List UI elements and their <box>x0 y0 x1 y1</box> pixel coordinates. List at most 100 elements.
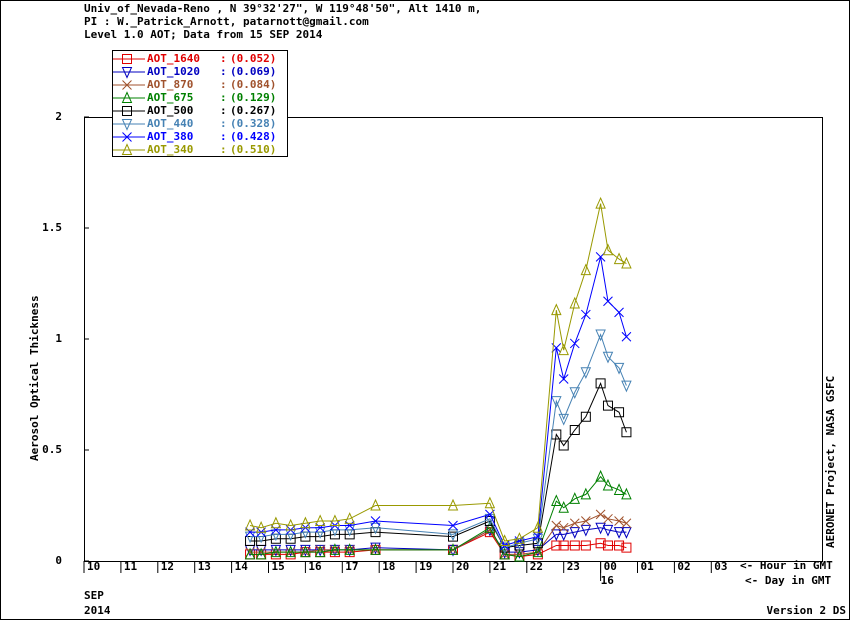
marker <box>613 362 625 375</box>
legend-value: (0.328) <box>230 117 276 130</box>
marker <box>558 501 569 513</box>
marker <box>602 243 614 256</box>
x-tick-label: 19 <box>419 560 432 573</box>
y-axis-label: Aerosol Optical Thickness <box>28 295 41 461</box>
marker <box>255 547 267 560</box>
month-label: SEP <box>84 589 104 602</box>
year-label: 2014 <box>84 604 111 617</box>
y-tick-label: 0.5 <box>42 443 62 456</box>
legend-sep: : <box>220 117 227 130</box>
marker <box>595 522 606 535</box>
series-line <box>250 256 627 547</box>
series-line <box>249 203 627 542</box>
marker <box>370 522 381 535</box>
marker <box>484 520 496 533</box>
marker <box>551 520 562 531</box>
marker <box>603 513 613 524</box>
series-line <box>250 531 627 558</box>
marker <box>514 532 525 544</box>
marker <box>621 518 632 529</box>
version-label: Version 2 DS <box>767 604 846 617</box>
marker <box>621 331 632 342</box>
marker <box>300 545 311 558</box>
marker <box>271 525 281 535</box>
marker <box>533 531 543 542</box>
marker <box>532 520 544 533</box>
legend-value: (0.428) <box>230 130 276 143</box>
legend-sep: : <box>220 65 227 78</box>
legend-name: AOT_675 <box>147 91 193 104</box>
header-line: Univ_of_Nevada-Reno , N 39°32'27", W 119… <box>84 2 481 15</box>
series-line <box>250 475 627 558</box>
marker <box>447 498 459 511</box>
legend-name: AOT_1020 <box>147 65 200 78</box>
x-tick-label: 23 <box>567 560 580 573</box>
marker <box>558 529 569 542</box>
marker <box>344 512 355 524</box>
marker <box>614 516 624 526</box>
marker <box>121 67 133 79</box>
marker <box>558 374 569 384</box>
plot-frame <box>84 117 823 562</box>
marker <box>580 263 592 276</box>
marker <box>300 516 311 529</box>
marker <box>621 256 632 269</box>
marker <box>569 338 580 349</box>
marker <box>122 80 132 90</box>
marker <box>448 520 458 531</box>
legend-name: AOT_1640 <box>147 52 200 65</box>
marker <box>613 527 625 539</box>
marker <box>285 545 296 558</box>
marker <box>370 516 381 526</box>
right-label: AERONET Project, NASA GSFC <box>824 376 837 548</box>
legend-name: AOT_440 <box>147 117 193 130</box>
legend-value: (0.129) <box>230 91 276 104</box>
marker <box>603 296 613 307</box>
marker <box>314 545 326 558</box>
marker <box>551 529 562 542</box>
marker <box>621 487 632 500</box>
marker <box>558 440 569 451</box>
marker <box>614 307 624 318</box>
day-tick-label: 16 <box>601 574 615 587</box>
marker <box>122 54 132 64</box>
x-tick-label: 00 <box>604 560 617 573</box>
x-tick-label: 03 <box>714 560 727 573</box>
series-line <box>250 382 627 549</box>
marker <box>484 496 496 509</box>
legend-name: AOT_380 <box>147 130 193 143</box>
marker <box>551 494 562 507</box>
marker <box>614 407 625 418</box>
marker <box>580 516 591 526</box>
y-tick-label: 0 <box>55 554 62 567</box>
legend-entry: AOT_500: (0.267) <box>113 104 276 117</box>
legend-sep: : <box>220 91 227 104</box>
legend-sep: : <box>220 52 227 65</box>
x-tick-label: 10 <box>87 560 100 573</box>
legend-entry: AOT_870: (0.084) <box>113 78 276 91</box>
x-tick-label: 11 <box>124 560 138 573</box>
legend-entry: AOT_1020: (0.069) <box>113 65 276 79</box>
marker <box>270 516 282 529</box>
x-tick-label: 01 <box>641 560 655 573</box>
marker <box>569 518 580 529</box>
marker <box>122 106 132 116</box>
marker <box>370 543 381 555</box>
legend-name: AOT_340 <box>147 143 193 156</box>
marker <box>447 529 459 542</box>
marker <box>244 518 256 531</box>
marker <box>447 543 459 555</box>
legend-value: (0.267) <box>230 104 276 117</box>
marker <box>499 534 510 547</box>
marker <box>595 196 606 209</box>
x-tick-label: 17 <box>345 560 358 573</box>
hour-note: <- Hour in GMT <box>740 559 833 572</box>
legend-entry: AOT_1640: (0.052) <box>113 52 276 65</box>
x-tick-label: 21 <box>493 560 507 573</box>
marker <box>569 425 580 436</box>
marker <box>580 524 592 537</box>
x-tick-label: 14 <box>235 560 249 573</box>
legend-entry: AOT_380: (0.428) <box>113 130 276 143</box>
legend-entry: AOT_340: (0.510) <box>113 143 276 156</box>
